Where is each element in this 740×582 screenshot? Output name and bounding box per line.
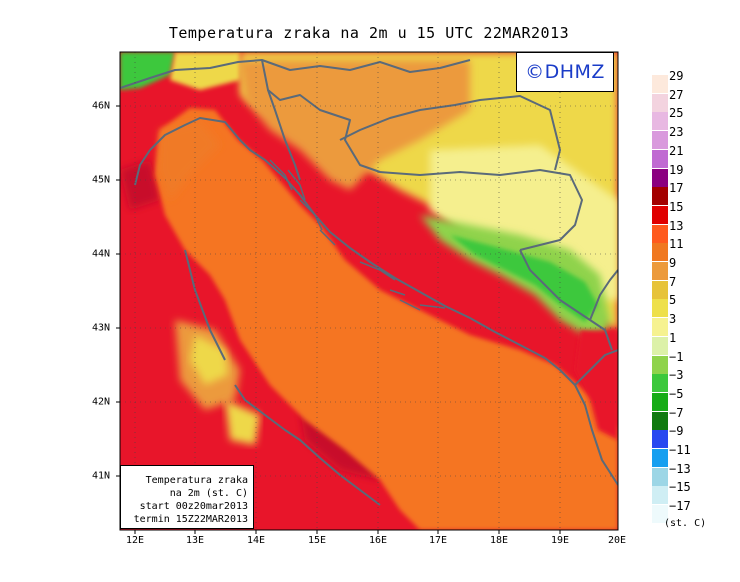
legend-tick-label: −3 [669,368,684,383]
legend-swatch [652,187,668,206]
legend-tick-label: 17 [669,181,684,196]
lon-label: 13E [185,535,205,546]
legend-tick-label: 19 [669,162,684,177]
lon-label: 15E [307,535,327,546]
legend-tick-label: −17 [669,499,691,514]
lon-label: 20E [607,535,627,546]
legend-tick-label: 15 [669,199,684,214]
lon-label: 19E [550,535,570,546]
lat-label: 42N [92,396,111,408]
legend-swatch [652,131,668,150]
legend-tick-label: 13 [669,218,684,233]
legend-swatch [652,280,668,299]
lat-label: 43N [92,322,111,334]
adriatic-sea [155,108,618,530]
dhmz-logo: ©DHMZ [516,52,614,92]
legend-swatch [652,75,668,93]
legend-unit: (st. C) [664,518,707,529]
legend-tick-label: −15 [669,480,691,495]
lon-label: 14E [246,535,266,546]
legend-tick-label: 7 [669,274,677,289]
info-box: Temperatura zraka na 2m (st. C) start 00… [120,465,254,529]
legend-swatch [652,505,668,524]
legend-tick-label: 21 [669,143,684,158]
albania-red [575,330,618,440]
info-line: termin 15Z22MAR2013 [133,514,248,525]
legend-swatch [652,430,668,449]
legend-tick-label: −11 [669,443,691,457]
legend-swatch [652,449,668,467]
legend-swatch [652,355,668,374]
legend-swatch [652,299,668,318]
lat-label: 41N [92,470,111,482]
legend-swatch [652,392,668,411]
info-line: Temperatura zraka [145,475,248,486]
islands [269,159,446,311]
lon-label: 18E [489,535,509,546]
lon-label: 17E [428,535,448,546]
legend-swatch [652,149,668,168]
axis-ticks [116,105,561,534]
hot-patch-2 [120,160,160,210]
legend-tick-label: −7 [669,405,684,420]
lon-label: 16E [368,535,388,546]
legend-swatch [652,112,668,131]
legend-swatch [652,224,668,243]
legend-swatch [652,168,668,187]
legend-swatch [652,318,668,337]
map-title: Temperatura zraka na 2m u 15 UTC 22MAR20… [168,24,570,42]
logo-text: ©DHMZ [525,61,605,83]
legend-tick-label: −13 [669,461,691,476]
coastal-orange-zone [240,60,470,190]
lon-label: 12E [125,535,145,546]
legend-swatch [652,374,668,393]
alps-yellow [170,52,240,90]
legend-tick-label: 27 [669,87,684,102]
legend-tick-label: 11 [669,237,684,252]
legend-tick-label: 29 [669,69,684,83]
map-frame [119,51,619,531]
legend-swatch [652,336,668,355]
info-line: start 00z20mar2013 [139,501,248,512]
legend-swatch [652,467,668,486]
lat-lon-grid [120,52,618,530]
lat-label: 45N [92,174,111,186]
legend-swatch [652,486,668,505]
legend-swatch [652,205,668,224]
lat-label: 44N [92,248,111,260]
legend-tick-label: −9 [669,424,684,439]
legend-swatch [652,93,668,112]
legend-swatch [652,411,668,430]
legend-tick-label: 1 [669,330,677,345]
legend-tick-label: 5 [669,293,677,308]
legend-swatch [652,262,668,280]
legend-tick-label: −5 [669,386,684,401]
coastal-sea-orange [158,120,220,200]
italy-yellow-2 [225,400,260,445]
legend-swatch [652,243,668,262]
legend-tick-label: 23 [669,125,684,140]
legend-tick-label: 3 [669,312,677,327]
legend-tick-label: 25 [669,106,684,121]
legend-tick-label: 9 [669,256,677,270]
legend-tick-label: −1 [669,349,684,364]
lat-label: 46N [92,100,111,112]
info-line: na 2m (st. C) [169,488,248,499]
alps-green [120,52,175,90]
